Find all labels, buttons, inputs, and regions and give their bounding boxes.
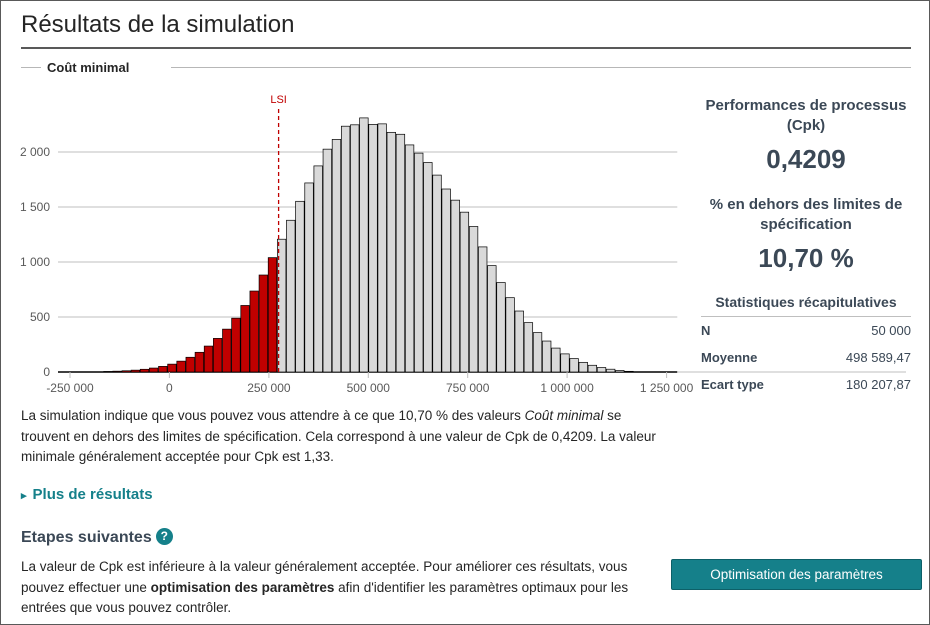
- svg-text:500 000: 500 000: [347, 381, 391, 395]
- svg-text:1 250 000: 1 250 000: [640, 381, 694, 395]
- svg-text:250 000: 250 000: [247, 381, 291, 395]
- svg-text:500: 500: [30, 310, 50, 324]
- svg-text:750 000: 750 000: [446, 381, 490, 395]
- svg-text:1 000: 1 000: [20, 255, 50, 269]
- svg-text:2 000: 2 000: [20, 145, 50, 159]
- svg-text:1 000 000: 1 000 000: [540, 381, 594, 395]
- svg-text:-250 000: -250 000: [46, 381, 94, 395]
- svg-text:0: 0: [166, 381, 173, 395]
- svg-text:LSI: LSI: [270, 94, 287, 106]
- svg-text:1 500: 1 500: [20, 200, 50, 214]
- svg-text:0: 0: [43, 365, 50, 379]
